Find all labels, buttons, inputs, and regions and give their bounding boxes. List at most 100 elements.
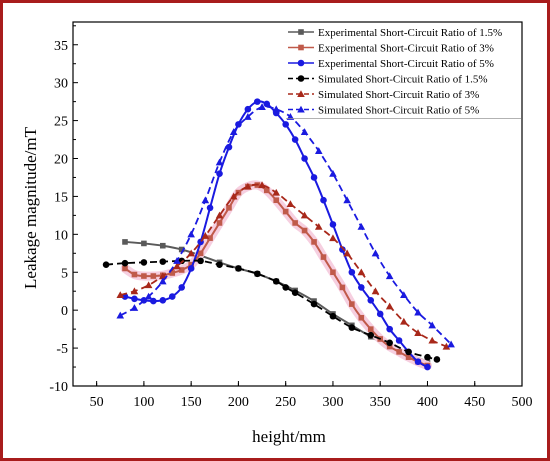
data-point	[349, 301, 355, 307]
data-point	[371, 287, 380, 295]
data-point	[329, 221, 337, 228]
data-point	[225, 143, 233, 151]
x-tick-label: 350	[370, 395, 391, 410]
data-point	[216, 170, 223, 177]
data-point	[215, 211, 224, 219]
legend-label: Experimental Short-Circuit Ratio of 1.5%	[318, 27, 502, 39]
data-point	[329, 312, 337, 320]
data-point	[414, 329, 422, 336]
data-point	[116, 291, 125, 299]
data-point	[150, 273, 157, 279]
data-point	[173, 257, 181, 264]
x-tick-label: 150	[181, 395, 202, 410]
plot-axes: 50 100 150 200 250 300 350 400 450 500 -10 -5 0 5 10 15…	[49, 21, 533, 410]
data-point	[314, 147, 323, 154]
data-point	[160, 242, 166, 249]
data-point	[385, 302, 394, 310]
data-point	[282, 121, 289, 128]
legend-label: Simulated Short-Circuit Ratio of 3%	[318, 89, 479, 101]
data-point	[320, 254, 327, 260]
data-point	[201, 232, 210, 239]
y-tick-label: 25	[54, 115, 68, 130]
data-point	[371, 249, 380, 257]
data-point	[330, 269, 336, 276]
data-point	[229, 192, 238, 200]
data-point	[395, 337, 403, 344]
data-point	[116, 311, 125, 319]
data-point	[178, 284, 186, 291]
data-point	[357, 268, 366, 276]
data-point	[187, 249, 195, 257]
data-point	[244, 105, 252, 113]
data-point	[424, 363, 431, 371]
data-point	[300, 211, 309, 219]
y-axis-label: Leakage magnitude/mT	[21, 126, 40, 289]
legend-marker	[297, 90, 305, 98]
data-point	[314, 222, 323, 230]
data-point	[263, 100, 271, 108]
data-point	[376, 310, 384, 318]
data-point	[254, 98, 261, 105]
plot-area-border	[72, 21, 523, 387]
data-point	[343, 196, 351, 204]
data-point	[339, 284, 346, 291]
data-point	[291, 136, 299, 143]
y-tick-label: -5	[56, 342, 68, 357]
data-point	[197, 250, 204, 257]
x-tick-label: 500	[512, 395, 533, 410]
data-point	[201, 196, 210, 204]
series-5	[116, 181, 451, 350]
legend-marker	[297, 105, 305, 113]
data-point	[367, 297, 375, 304]
data-point	[168, 293, 176, 300]
data-point	[235, 265, 242, 272]
data-point	[258, 103, 266, 110]
data-point	[187, 265, 195, 272]
data-point	[405, 348, 412, 356]
series-2	[120, 180, 432, 371]
data-point	[385, 272, 394, 280]
data-point	[367, 331, 375, 339]
series-line	[119, 105, 452, 345]
data-point	[357, 222, 366, 230]
legend-marker	[297, 59, 305, 67]
data-point	[311, 239, 317, 245]
legend-label: Simulated Short-Circuit Ratio of 5%	[318, 105, 479, 117]
legend-label: Experimental Short-Circuit Ratio of 3%	[318, 43, 494, 55]
data-point	[292, 220, 298, 226]
data-point	[244, 112, 252, 120]
data-point	[433, 356, 441, 363]
data-point	[121, 259, 129, 267]
data-point	[282, 284, 289, 291]
data-point	[320, 196, 327, 204]
data-point	[272, 105, 281, 113]
data-point	[414, 358, 422, 366]
data-point	[273, 197, 280, 204]
data-point	[339, 246, 346, 253]
series-3	[121, 98, 431, 371]
data-point	[405, 354, 412, 360]
data-point	[258, 181, 266, 189]
legend-label: Experimental Short-Circuit Ratio of 5%	[318, 58, 494, 70]
x-tick-label: 450	[464, 395, 485, 410]
chart-legend: Experimental Short-Circuit Ratio of 1.5%…	[286, 27, 521, 119]
x-axis-label: height/mm	[252, 427, 326, 446]
data-point	[159, 297, 167, 304]
y-tick-label: 10	[54, 228, 68, 243]
data-point	[207, 235, 213, 241]
data-point	[169, 270, 176, 276]
data-point	[386, 339, 393, 347]
y-tick-label: 35	[54, 39, 68, 54]
data-point	[122, 239, 128, 245]
data-point	[442, 342, 451, 350]
data-point	[178, 267, 185, 273]
data-point	[229, 128, 238, 135]
data-point	[358, 284, 365, 291]
data-point	[343, 249, 351, 257]
data-point	[329, 169, 337, 177]
data-point	[144, 281, 153, 289]
data-point	[291, 289, 299, 297]
data-point	[272, 188, 281, 196]
data-point	[254, 270, 261, 278]
